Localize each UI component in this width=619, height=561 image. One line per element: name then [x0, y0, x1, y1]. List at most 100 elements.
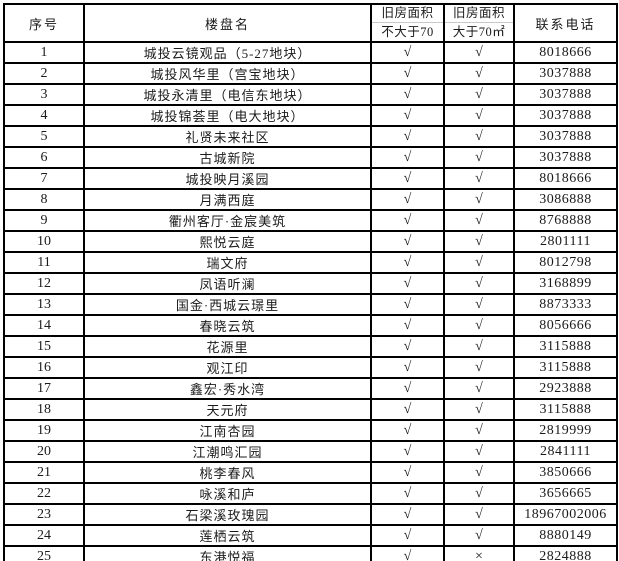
property-name-cell: 城投风华里（宫宝地块）: [83, 62, 372, 85]
table-row: 18 天元府 √ √ 3115888: [3, 398, 618, 421]
area-le70-mark-cell: √: [370, 545, 445, 561]
row-index-cell: 23: [3, 503, 85, 526]
row-index-cell: 16: [3, 356, 85, 379]
col-header-index: 序号: [3, 3, 85, 43]
property-name-cell: 衢州客厅·金宸美筑: [83, 209, 372, 232]
phone-cell: 3037888: [513, 83, 618, 106]
area-le70-mark-cell: √: [370, 419, 445, 442]
property-name-cell: 城投永清里（电信东地块）: [83, 83, 372, 106]
row-index-cell: 22: [3, 482, 85, 505]
area-gt70-mark-cell: √: [443, 377, 515, 400]
row-index-cell: 2: [3, 62, 85, 85]
property-name-cell: 观江印: [83, 356, 372, 379]
property-name-cell: 熙悦云庭: [83, 230, 372, 253]
property-name-cell: 城投云镜观品（5-27地块）: [83, 41, 372, 64]
row-index-cell: 21: [3, 461, 85, 484]
row-index-cell: 25: [3, 545, 85, 561]
area-gt70-mark-cell: √: [443, 503, 515, 526]
property-phone-table: 序号 楼盘名 旧房面积 不大于70 旧房面积 大于70㎡ 联系电话 1 城投云镜观…: [3, 3, 618, 561]
row-index-cell: 19: [3, 419, 85, 442]
area-le70-mark-cell: √: [370, 440, 445, 463]
row-index-cell: 15: [3, 335, 85, 358]
area-gt70-mark-cell: √: [443, 62, 515, 85]
area-gt70-mark-cell: √: [443, 209, 515, 232]
property-name-cell: 礼贤未来社区: [83, 125, 372, 148]
table-row: 16 观江印 √ √ 3115888: [3, 356, 618, 379]
row-index-cell: 18: [3, 398, 85, 421]
table-row: 11 瑞文府 √ √ 8012798: [3, 251, 618, 274]
property-name-cell: 石梁溪玫瑰园: [83, 503, 372, 526]
property-name-cell: 桃李春风: [83, 461, 372, 484]
area-le70-mark-cell: √: [370, 167, 445, 190]
area-gt70-mark-cell: √: [443, 398, 515, 421]
row-index-cell: 7: [3, 167, 85, 190]
phone-cell: 3115888: [513, 335, 618, 358]
property-name-cell: 凤语听澜: [83, 272, 372, 295]
phone-cell: 3037888: [513, 146, 618, 169]
area-gt70-mark-cell: √: [443, 419, 515, 442]
table-row: 22 咏溪和庐 √ √ 3656665: [3, 482, 618, 505]
row-index-cell: 8: [3, 188, 85, 211]
property-name-cell: 古城新院: [83, 146, 372, 169]
property-name-cell: 城投映月溪园: [83, 167, 372, 190]
phone-cell: 2923888: [513, 377, 618, 400]
property-name-cell: 月满西庭: [83, 188, 372, 211]
property-name-cell: 天元府: [83, 398, 372, 421]
property-name-cell: 国金·西城云璟里: [83, 293, 372, 316]
table-row: 10 熙悦云庭 √ √ 2801111: [3, 230, 618, 253]
area-le70-mark-cell: √: [370, 398, 445, 421]
phone-cell: 3168899: [513, 272, 618, 295]
area-le70-mark-cell: √: [370, 377, 445, 400]
area-gt70-mark-cell: √: [443, 440, 515, 463]
table-row: 5 礼贤未来社区 √ √ 3037888: [3, 125, 618, 148]
phone-cell: 2801111: [513, 230, 618, 253]
area-gt70-mark-cell: √: [443, 230, 515, 253]
row-index-cell: 10: [3, 230, 85, 253]
phone-cell: 3115888: [513, 356, 618, 379]
table-row: 2 城投风华里（宫宝地块） √ √ 3037888: [3, 62, 618, 85]
phone-cell: 3115888: [513, 398, 618, 421]
phone-cell: 3037888: [513, 104, 618, 127]
col-header-area-gt70-line1: 旧房面积: [446, 6, 512, 23]
area-le70-mark-cell: √: [370, 209, 445, 232]
phone-cell: 8012798: [513, 251, 618, 274]
area-le70-mark-cell: √: [370, 503, 445, 526]
col-header-area-gt70-line2: 大于70㎡: [452, 25, 506, 39]
header-row: 序号 楼盘名 旧房面积 不大于70 旧房面积 大于70㎡ 联系电话: [3, 3, 618, 43]
area-gt70-mark-cell: √: [443, 167, 515, 190]
area-le70-mark-cell: √: [370, 461, 445, 484]
area-le70-mark-cell: √: [370, 230, 445, 253]
property-name-cell: 鑫宏·秀水湾: [83, 377, 372, 400]
table-row: 21 桃李春风 √ √ 3850666: [3, 461, 618, 484]
area-le70-mark-cell: √: [370, 482, 445, 505]
area-gt70-mark-cell: √: [443, 251, 515, 274]
row-index-cell: 3: [3, 83, 85, 106]
phone-cell: 2824888: [513, 545, 618, 561]
area-le70-mark-cell: √: [370, 314, 445, 337]
table-row: 6 古城新院 √ √ 3037888: [3, 146, 618, 169]
area-gt70-mark-cell: √: [443, 524, 515, 547]
table-row: 14 春晓云筑 √ √ 8056666: [3, 314, 618, 337]
area-gt70-mark-cell: √: [443, 335, 515, 358]
phone-cell: 8056666: [513, 314, 618, 337]
area-le70-mark-cell: √: [370, 125, 445, 148]
area-le70-mark-cell: √: [370, 524, 445, 547]
table-row: 12 凤语听澜 √ √ 3168899: [3, 272, 618, 295]
table-row: 3 城投永清里（电信东地块） √ √ 3037888: [3, 83, 618, 106]
area-le70-mark-cell: √: [370, 335, 445, 358]
area-le70-mark-cell: √: [370, 104, 445, 127]
property-name-cell: 瑞文府: [83, 251, 372, 274]
row-index-cell: 24: [3, 524, 85, 547]
property-name-cell: 江潮鸣汇园: [83, 440, 372, 463]
phone-cell: 3850666: [513, 461, 618, 484]
phone-cell: 8018666: [513, 167, 618, 190]
phone-cell: 8768888: [513, 209, 618, 232]
col-header-area-le70-line2: 不大于70: [381, 25, 434, 39]
col-header-name: 楼盘名: [83, 3, 372, 43]
phone-cell: 8880149: [513, 524, 618, 547]
phone-cell: 2819999: [513, 419, 618, 442]
property-name-cell: 咏溪和庐: [83, 482, 372, 505]
property-name-cell: 花源里: [83, 335, 372, 358]
col-header-area-gt70: 旧房面积 大于70㎡: [443, 3, 515, 43]
